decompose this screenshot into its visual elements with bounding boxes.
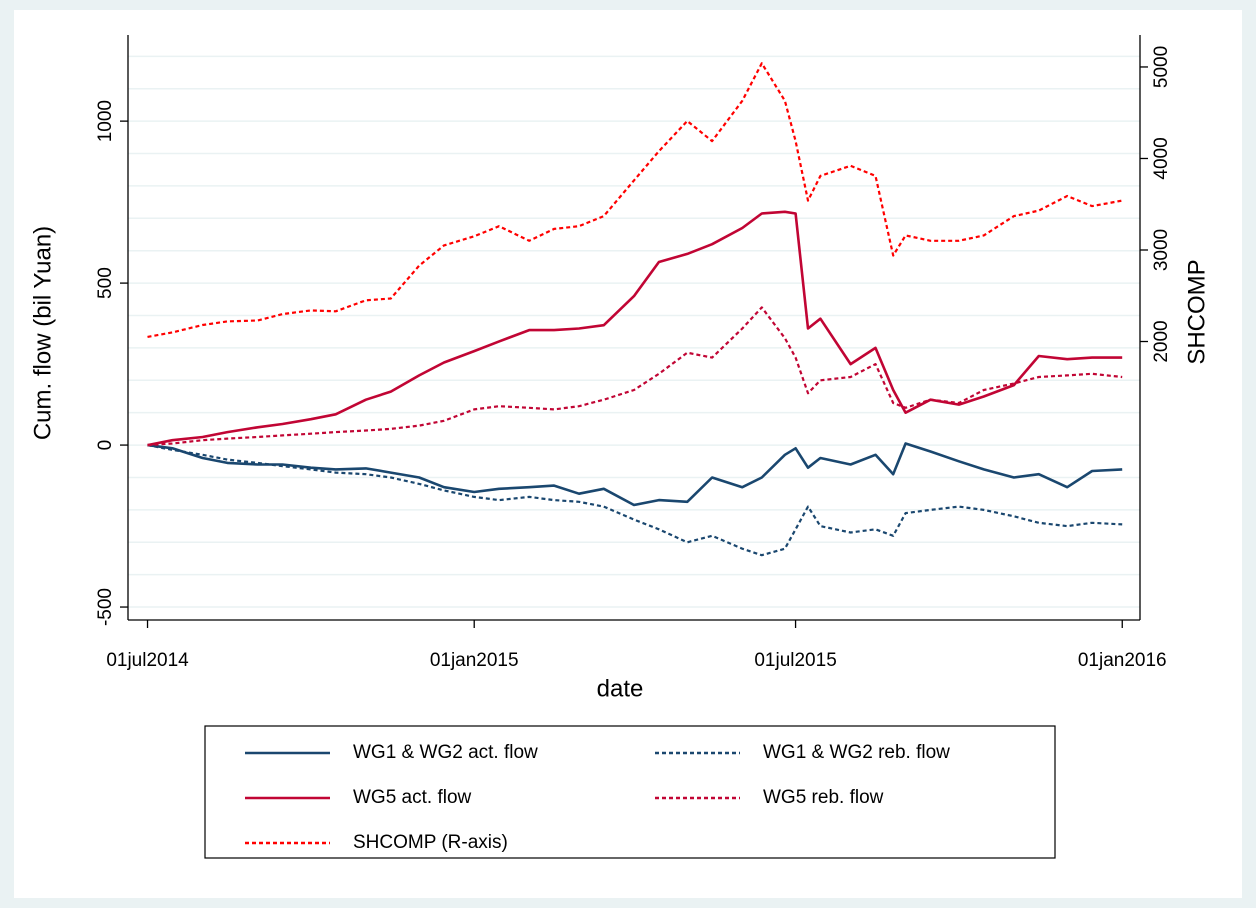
legend-box [204, 725, 1056, 859]
legend-label: WG1 & WG2 reb. flow [763, 742, 950, 763]
legend-label: WG5 act. flow [353, 787, 472, 808]
y-axis-label: Cum. flow (bil Yuan) [29, 226, 56, 440]
series-line [147, 444, 1123, 557]
legend-label: WG1 & WG2 act. flow [353, 742, 538, 763]
x-tick-label: 01jan2016 [1078, 650, 1167, 671]
x-tick-label: 01jul2015 [754, 650, 836, 671]
x-axis-label: date [597, 675, 644, 702]
y2-tick-label: 4000 [1151, 137, 1172, 179]
series-line [147, 442, 1123, 507]
y2-axis-label: SHCOMP [1183, 259, 1210, 364]
y-tick-label: 0 [95, 440, 116, 451]
legend-label: WG5 reb. flow [763, 787, 884, 808]
series-line [147, 62, 1123, 338]
y2-tick-label: 5000 [1151, 46, 1172, 88]
legend-label: SHCOMP (R-axis) [353, 832, 508, 853]
series-line [147, 306, 1123, 447]
y2-tick-label: 3000 [1151, 229, 1172, 271]
y-tick-label: 1000 [95, 100, 116, 142]
y2-tick-label: 2000 [1151, 320, 1172, 362]
x-tick-label: 01jan2015 [430, 650, 519, 671]
x-tick-label: 01jul2014 [106, 650, 189, 671]
y-tick-label: -500 [95, 588, 116, 626]
y-tick-label: 500 [95, 267, 116, 299]
